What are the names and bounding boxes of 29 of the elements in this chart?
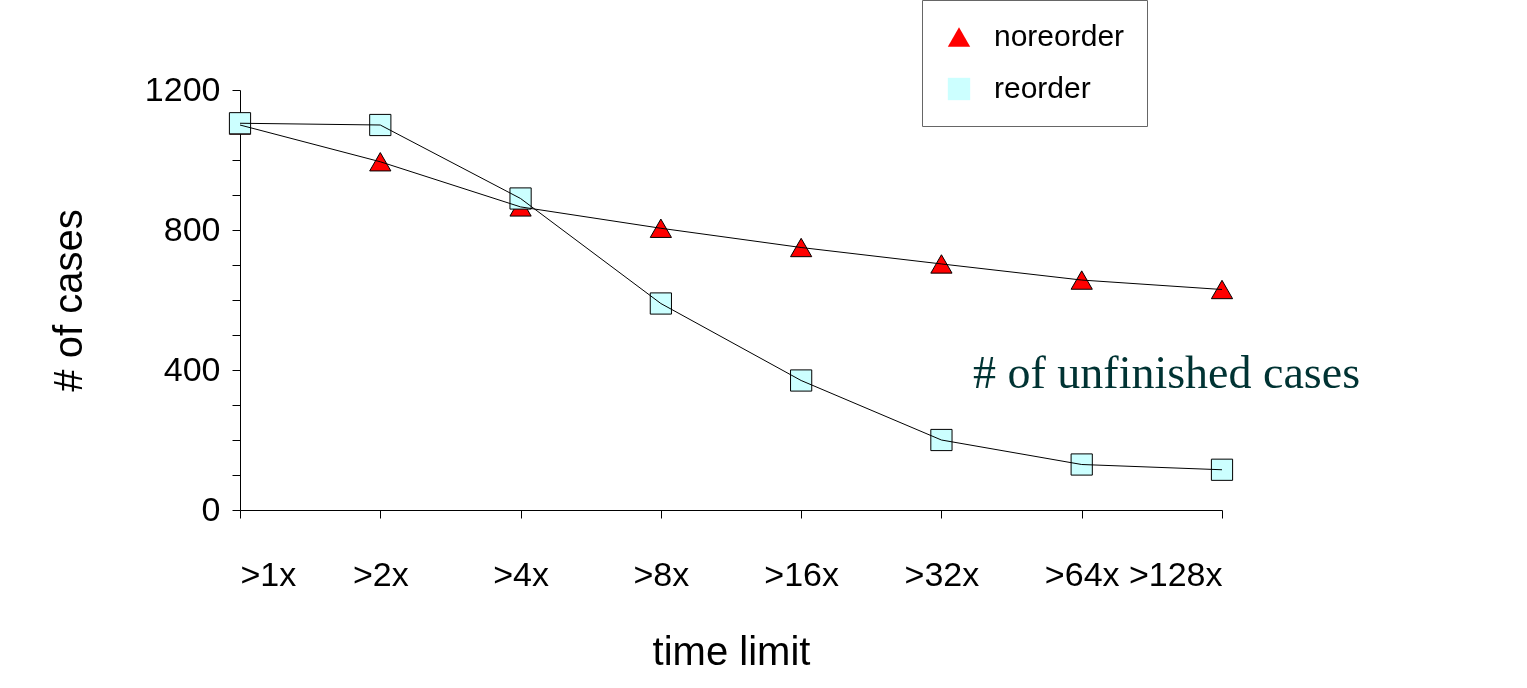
point <box>1210 458 1234 481</box>
point <box>1070 453 1093 476</box>
x-tick-label: >4x <box>493 554 549 593</box>
point <box>930 428 953 452</box>
point <box>790 237 813 258</box>
point <box>369 152 392 172</box>
point <box>930 254 953 274</box>
y-axis-title: # of cases <box>45 209 90 392</box>
x-tick-label: >32x <box>904 554 980 593</box>
point <box>369 113 392 137</box>
point <box>1070 270 1093 290</box>
x-tick-label: >2x <box>352 554 409 593</box>
y-tick-label: 1200 <box>144 69 221 108</box>
x-tick-label: >16x <box>764 554 839 593</box>
y-tick-label: 400 <box>163 349 221 388</box>
point <box>649 218 672 238</box>
x-tick-label: >64x <box>1044 554 1120 593</box>
point <box>649 292 672 315</box>
x-tick-label: >1x <box>240 554 297 593</box>
x-axis-title: time limit <box>652 628 811 673</box>
y-tick-label: 800 <box>163 209 221 248</box>
legend-label: reorder <box>994 71 1091 104</box>
annotation: # of unfinished cases <box>973 347 1361 398</box>
x-tick-label: >128x <box>1128 554 1223 593</box>
point <box>790 369 813 392</box>
x-tick-label: >8x <box>633 554 690 593</box>
point <box>1210 279 1234 300</box>
legend-label: noreorder <box>994 19 1125 52</box>
y-tick-label: 0 <box>201 489 221 528</box>
